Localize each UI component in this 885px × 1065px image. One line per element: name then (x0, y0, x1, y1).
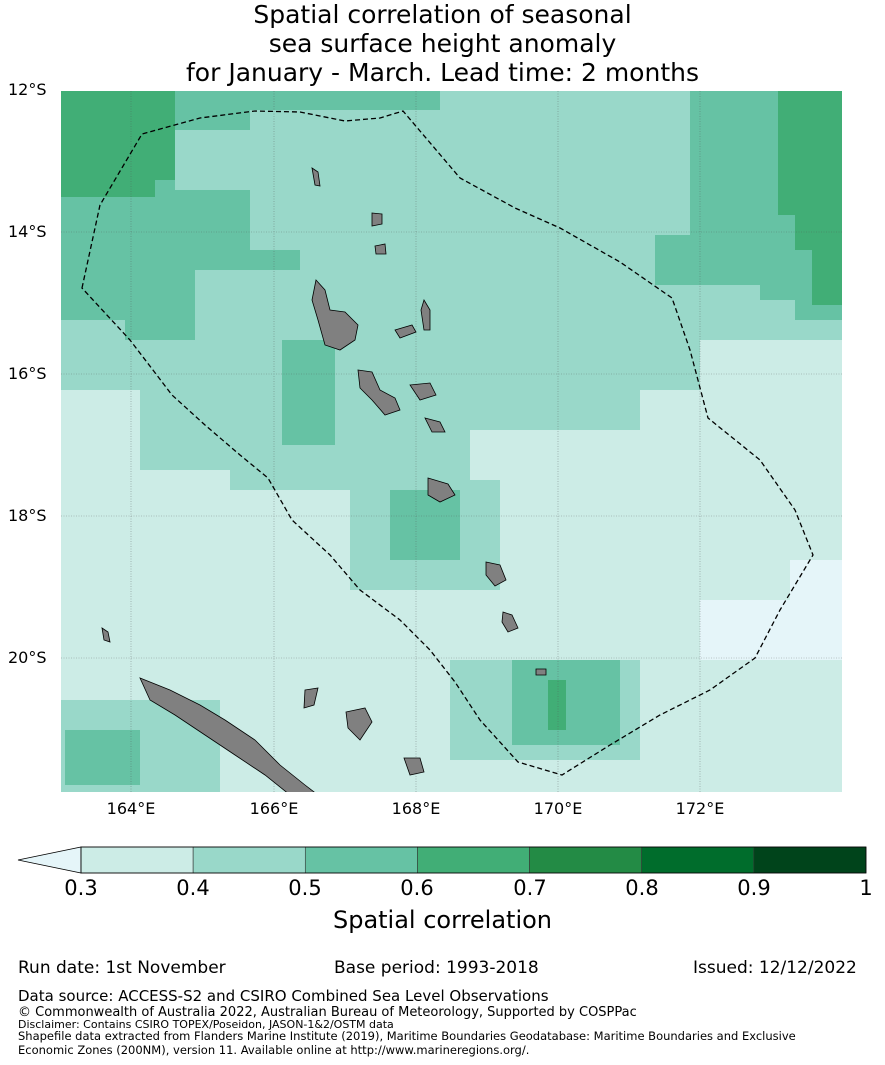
island-loyalty-3 (403, 757, 425, 776)
island-ambae (394, 324, 417, 339)
island-banks2 (371, 212, 383, 227)
colorbar-cell-4 (529, 846, 643, 874)
title-line-2: sea surface height anomaly (268, 29, 617, 58)
island-erromango (485, 561, 507, 587)
colorbar-tick-6: 0.9 (737, 876, 771, 900)
disclaimer: Disclaimer: Contains CSIRO TOPEX/Poseido… (18, 1018, 394, 1031)
field-band-0.5-mid (390, 490, 460, 560)
island-tanna (501, 611, 519, 633)
lat-label-14s: 14°S (8, 222, 47, 241)
graticule (61, 91, 842, 792)
title-line-3: for January - March. Lead time: 2 months (186, 58, 699, 87)
island-anatom (535, 668, 547, 676)
correlation-field (61, 91, 842, 792)
colorbar-tick-0: 0.3 (64, 876, 98, 900)
island-torres (311, 167, 321, 187)
lat-label-12s: 12°S (8, 80, 47, 99)
colorbar-label: Spatial correlation (332, 906, 553, 934)
data-source: Data source: ACCESS-S2 and CSIRO Combine… (18, 987, 549, 1005)
field-band-0.4 (61, 91, 842, 540)
lat-label-18s: 18°S (8, 506, 47, 525)
colorbar-cell-5 (641, 846, 755, 874)
base-period: Base period: 1993-2018 (334, 958, 539, 978)
island-loyalty-1 (345, 707, 373, 741)
colorbar-tick-5: 0.8 (625, 876, 659, 900)
colorbar-cell-6 (753, 846, 867, 874)
title-line-1: Spatial correlation of seasonal (253, 0, 632, 29)
island-loyalty-2 (303, 687, 319, 709)
lon-label-170e: 170°E (533, 799, 583, 818)
eez-boundary (81, 110, 814, 776)
issued-date: Issued: 12/12/2022 (693, 958, 857, 978)
colorbar-cell-3 (417, 846, 530, 874)
island-malekula (357, 369, 401, 416)
colorbar-tick-2: 0.5 (288, 876, 322, 900)
shapefile-credit-1: Shapefile data extracted from Flanders M… (18, 1029, 796, 1043)
colorbar-tick-1: 0.4 (176, 876, 210, 900)
field-band-0.5-central (282, 340, 335, 445)
island-north-nc (101, 627, 111, 643)
colorbar (17, 846, 867, 874)
lon-label-168e: 168°E (391, 799, 441, 818)
run-date: Run date: 1st November (18, 958, 226, 978)
island-espiritu-santo (311, 279, 359, 351)
island-pentecost (420, 299, 431, 331)
map-title: Spatial correlation of seasonal sea surf… (0, 0, 885, 87)
colorbar-frame (80, 846, 867, 874)
colorbar-tick-3: 0.6 (400, 876, 434, 900)
field-band-0.6-se (548, 680, 566, 730)
lon-label-166e: 166°E (249, 799, 299, 818)
lon-label-164e: 164°E (106, 799, 156, 818)
island-efate (427, 477, 456, 503)
lat-label-16s: 16°S (8, 364, 47, 383)
copyright: © Commonwealth of Australia 2022, Austra… (18, 1005, 637, 1020)
lat-label-20s: 20°S (8, 648, 47, 667)
colorbar-cell-1 (192, 846, 306, 874)
field-band-0.6-east (778, 91, 842, 305)
correlation-map (61, 91, 842, 792)
new-caledonia (139, 677, 315, 792)
colorbar-cell-0 (80, 846, 194, 874)
lon-label-172e: 172°E (675, 799, 725, 818)
island-ambrym (409, 382, 437, 401)
field-band-0.5-southwest (65, 730, 140, 785)
island-banks (374, 243, 387, 255)
colorbar-tick-7: 1 (859, 876, 873, 900)
shapefile-credit-2: Economic Zones (200NM), version 11. Avai… (18, 1043, 530, 1057)
field-band-0.6 (61, 91, 175, 197)
field-band-0.5-west (61, 240, 195, 340)
land-masses (101, 167, 547, 792)
island-epi (424, 417, 446, 433)
colorbar-tick-4: 0.7 (513, 876, 547, 900)
colorbar-cell-2 (304, 846, 418, 874)
colorbar-extend-low (17, 846, 82, 874)
